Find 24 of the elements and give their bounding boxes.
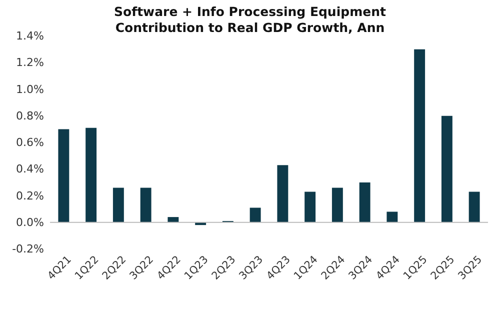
y-tick-label: 0.2% [16,189,44,202]
bar [112,188,124,222]
bar [250,208,261,222]
y-tick-label: 0.8% [16,109,44,122]
bar [277,165,288,222]
y-tick-label: 1.4% [16,30,44,43]
bar [414,49,426,222]
y-tick-label: 0.6% [16,136,44,150]
bar [140,188,152,222]
y-tick-label: -0.2% [12,242,44,256]
y-tick-label: 0.0% [16,216,44,229]
bar [58,129,70,222]
chart-title: Software + Info Processing Equipment Contribution to Real GDP Growth, Ann [114,4,386,35]
bar [441,116,452,222]
bar [304,192,316,222]
bar [86,128,97,222]
bar [332,188,343,222]
bar [168,217,179,222]
y-tick-label: 1.2% [16,56,44,70]
bar [359,182,370,222]
bar [386,212,398,222]
y-tick-label: 1.0% [16,82,44,96]
y-tick-label: 0.4% [16,162,44,176]
bar [468,192,480,222]
